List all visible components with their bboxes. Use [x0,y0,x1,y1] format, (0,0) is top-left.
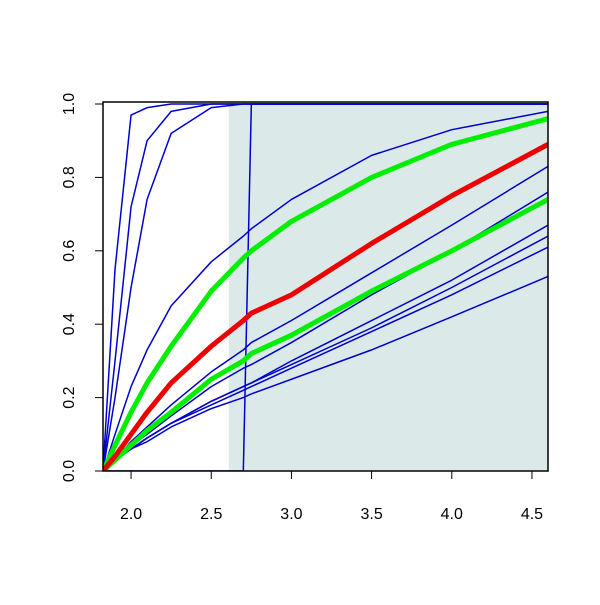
plot-frame [102,101,549,472]
x-tick-label: 2.0 [120,506,142,523]
line-series [103,142,548,471]
y-tick-label: 0.4 [61,313,78,335]
x-tick-label: 4.5 [521,506,543,523]
x-tick-label: 3.0 [280,506,302,523]
y-tick-label: 0.6 [61,240,78,262]
line-series [103,110,548,471]
x-tick-label: 3.5 [360,506,382,523]
y-tick-label: 0.8 [61,166,78,188]
line-series [103,116,548,471]
x-tick-label: 4.0 [441,506,463,523]
shaded-region [228,102,549,471]
x-tick-label: 2.5 [200,506,222,523]
y-tick-label: 1.0 [61,93,78,115]
line-series [103,103,548,471]
y-tick-label: 0.2 [61,386,78,408]
y-tick-label: 0.0 [61,460,78,482]
line-series [103,197,548,471]
